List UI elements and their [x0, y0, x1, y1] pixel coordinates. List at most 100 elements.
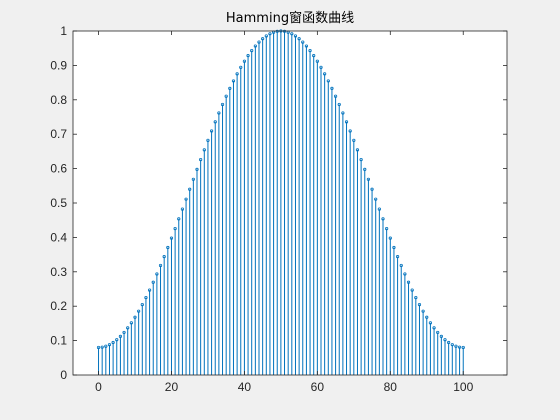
- x-tick-label: 80: [384, 380, 398, 394]
- stem-marker: [264, 34, 268, 38]
- plot-area: [73, 31, 507, 375]
- stem-marker: [341, 111, 345, 115]
- stem-marker: [432, 326, 436, 330]
- stem-marker: [436, 330, 440, 335]
- stem-marker: [352, 138, 356, 142]
- stem-marker: [450, 343, 454, 347]
- stem-marker: [319, 65, 323, 69]
- x-ticks: 0 20 40 60 80 100: [95, 31, 474, 394]
- stem-marker: [158, 263, 163, 268]
- stem-marker: [126, 326, 130, 330]
- stem-marker: [191, 177, 195, 181]
- y-tick-label: 0.7: [50, 127, 67, 141]
- stem-marker: [326, 79, 330, 83]
- stem-marker: [410, 288, 414, 292]
- stem-marker: [374, 197, 378, 201]
- stem-marker: [140, 302, 144, 307]
- stem-marker: [137, 309, 141, 313]
- stem-marker: [151, 280, 155, 284]
- stem-marker: [421, 309, 425, 313]
- stem-marker: [111, 340, 115, 345]
- stem-marker: [297, 37, 301, 41]
- stem-marker: [359, 157, 363, 162]
- x-tick-label: 0: [95, 380, 102, 394]
- y-tick-label: 0.6: [50, 162, 67, 176]
- chart-title: Hamming窗函数曲线: [226, 10, 354, 26]
- stem-marker: [257, 40, 261, 44]
- stem-marker: [301, 40, 305, 44]
- stem-marker: [166, 245, 170, 250]
- y-tick-label: 0.9: [50, 58, 67, 72]
- stem-marker: [428, 321, 433, 325]
- stem-marker: [122, 330, 126, 335]
- stem-marker: [100, 345, 104, 349]
- stem-marker: [195, 167, 199, 172]
- stem-marker: [173, 226, 177, 231]
- stem-marker: [370, 187, 374, 191]
- stem-marker: [268, 32, 272, 36]
- y-tick-label: 0.4: [50, 230, 67, 244]
- stem-marker: [392, 245, 396, 250]
- x-tick-label: 40: [238, 380, 252, 394]
- stem-marker: [184, 197, 188, 201]
- y-tick-label: 0.1: [50, 334, 67, 348]
- stem-marker: [385, 226, 389, 231]
- stem-marker: [129, 321, 133, 325]
- stem-marker: [169, 236, 174, 240]
- stem-marker: [199, 157, 203, 162]
- stem-marker: [206, 138, 210, 142]
- stem-marker: [261, 37, 265, 41]
- y-tick-label: 0.2: [50, 299, 67, 313]
- stem-marker: [177, 217, 181, 221]
- stem-marker: [457, 345, 462, 349]
- stem-marker: [337, 102, 341, 107]
- stem-marker: [242, 59, 247, 63]
- stem-marker: [213, 120, 217, 124]
- stem-marker: [414, 295, 418, 300]
- stem-marker: [253, 44, 257, 48]
- stem-marker: [308, 48, 312, 53]
- y-tick-label: 1: [60, 24, 67, 38]
- stem-marker: [366, 177, 371, 181]
- x-tick-label: 100: [453, 380, 473, 394]
- y-tick-label: 0.3: [50, 265, 67, 279]
- stem-marker: [403, 272, 407, 276]
- stem-marker: [107, 343, 112, 347]
- x-tick-label: 20: [165, 380, 179, 394]
- stem-marker: [104, 344, 108, 348]
- stem-marker: [96, 345, 101, 350]
- stem-marker: [399, 263, 403, 268]
- y-tick-label: 0.8: [50, 93, 67, 107]
- stem-marker: [454, 344, 458, 348]
- stem-marker: [180, 207, 185, 211]
- stem-marker: [388, 236, 392, 240]
- stem-marker: [147, 288, 152, 292]
- stem-marker: [290, 32, 294, 36]
- stem-marker: [312, 54, 316, 58]
- stem-marker: [231, 79, 236, 83]
- stem-marker: [406, 280, 411, 284]
- stem-marker: [144, 295, 148, 300]
- stem-marker: [439, 334, 443, 338]
- stem-marker: [209, 129, 214, 133]
- stem-marker: [304, 44, 309, 48]
- stem-marker: [315, 59, 319, 63]
- stem-marker: [363, 167, 367, 172]
- stem-marker: [425, 315, 429, 319]
- stem-marker: [443, 338, 447, 342]
- stem-marker: [344, 120, 349, 124]
- stem-marker: [447, 340, 451, 345]
- stem-marker: [395, 255, 400, 259]
- stem-marker: [133, 315, 137, 319]
- stem-marker: [323, 72, 327, 76]
- stem-marker: [246, 54, 250, 58]
- stem-series: [96, 29, 465, 375]
- stem-marker: [348, 129, 352, 133]
- stem-marker: [250, 48, 254, 53]
- stem-marker: [217, 111, 221, 115]
- stem-marker: [155, 272, 159, 276]
- stem-marker: [239, 65, 243, 69]
- stem-marker: [188, 187, 192, 191]
